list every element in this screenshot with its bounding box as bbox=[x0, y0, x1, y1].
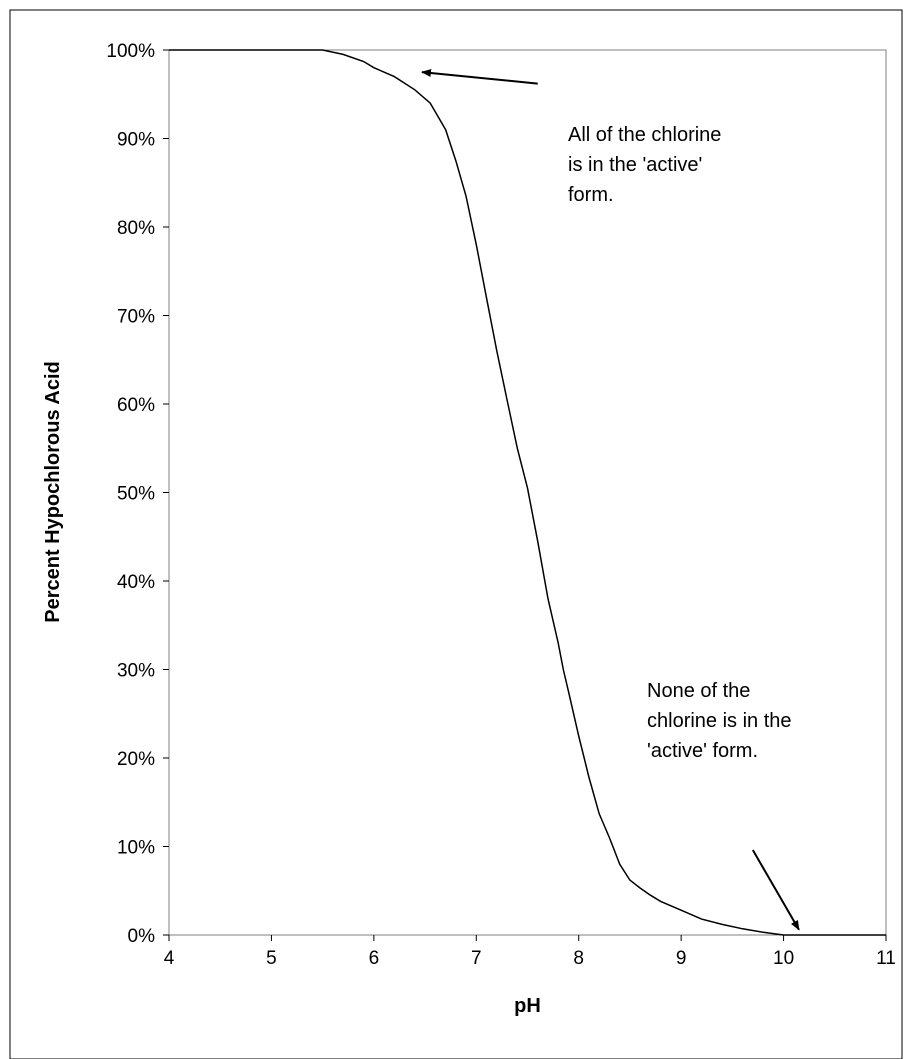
annotation-text-line: is in the 'active' bbox=[568, 154, 702, 176]
x-tick-label: 10 bbox=[773, 948, 794, 969]
y-tick-label: 30% bbox=[117, 661, 155, 682]
annotation-arrow bbox=[751, 849, 800, 931]
series-line-hypochlorous-acid bbox=[169, 49, 886, 936]
x-axis-title: pH bbox=[514, 995, 541, 1017]
x-tick-label: 8 bbox=[573, 948, 584, 969]
y-axis: 0% 10% 20% 30% 40% 50% 60% 70% 80% 90% 100% bbox=[106, 41, 169, 947]
annotation-text-line: All of the chlorine bbox=[568, 124, 721, 146]
outer-frame bbox=[9, 9, 903, 1059]
annotation-text-line: chlorine is in the bbox=[647, 710, 792, 732]
x-tick-label: 11 bbox=[876, 948, 896, 969]
annotation-text-line: 'active' form. bbox=[647, 740, 758, 762]
y-tick-label: 100% bbox=[106, 41, 155, 62]
annotation-text-line: None of the bbox=[647, 680, 750, 702]
annotation-arrow bbox=[421, 69, 538, 85]
x-tick-label: 9 bbox=[676, 948, 687, 969]
y-tick-label: 10% bbox=[117, 838, 155, 859]
y-tick-label: 40% bbox=[117, 572, 155, 593]
y-tick-label: 50% bbox=[117, 484, 155, 505]
x-tick-label: 7 bbox=[471, 948, 482, 969]
x-tick-label: 5 bbox=[266, 948, 277, 969]
y-tick-label: 90% bbox=[117, 130, 155, 151]
y-tick-label: 20% bbox=[117, 749, 155, 770]
annotations: All of the chlorine is in the 'active' for… bbox=[421, 69, 800, 931]
y-tick-label: 70% bbox=[117, 307, 155, 328]
y-tick-label: 80% bbox=[117, 218, 155, 239]
x-tick-label: 4 bbox=[164, 948, 175, 969]
y-axis-title: Percent Hypochlorous Acid bbox=[42, 361, 64, 623]
y-tick-label: 60% bbox=[117, 395, 155, 416]
annotation-text-line: form. bbox=[568, 184, 614, 206]
y-tick-label: 0% bbox=[128, 926, 156, 947]
x-axis: 4 5 6 7 8 9 10 11 bbox=[164, 935, 896, 969]
x-tick-label: 6 bbox=[369, 948, 380, 969]
